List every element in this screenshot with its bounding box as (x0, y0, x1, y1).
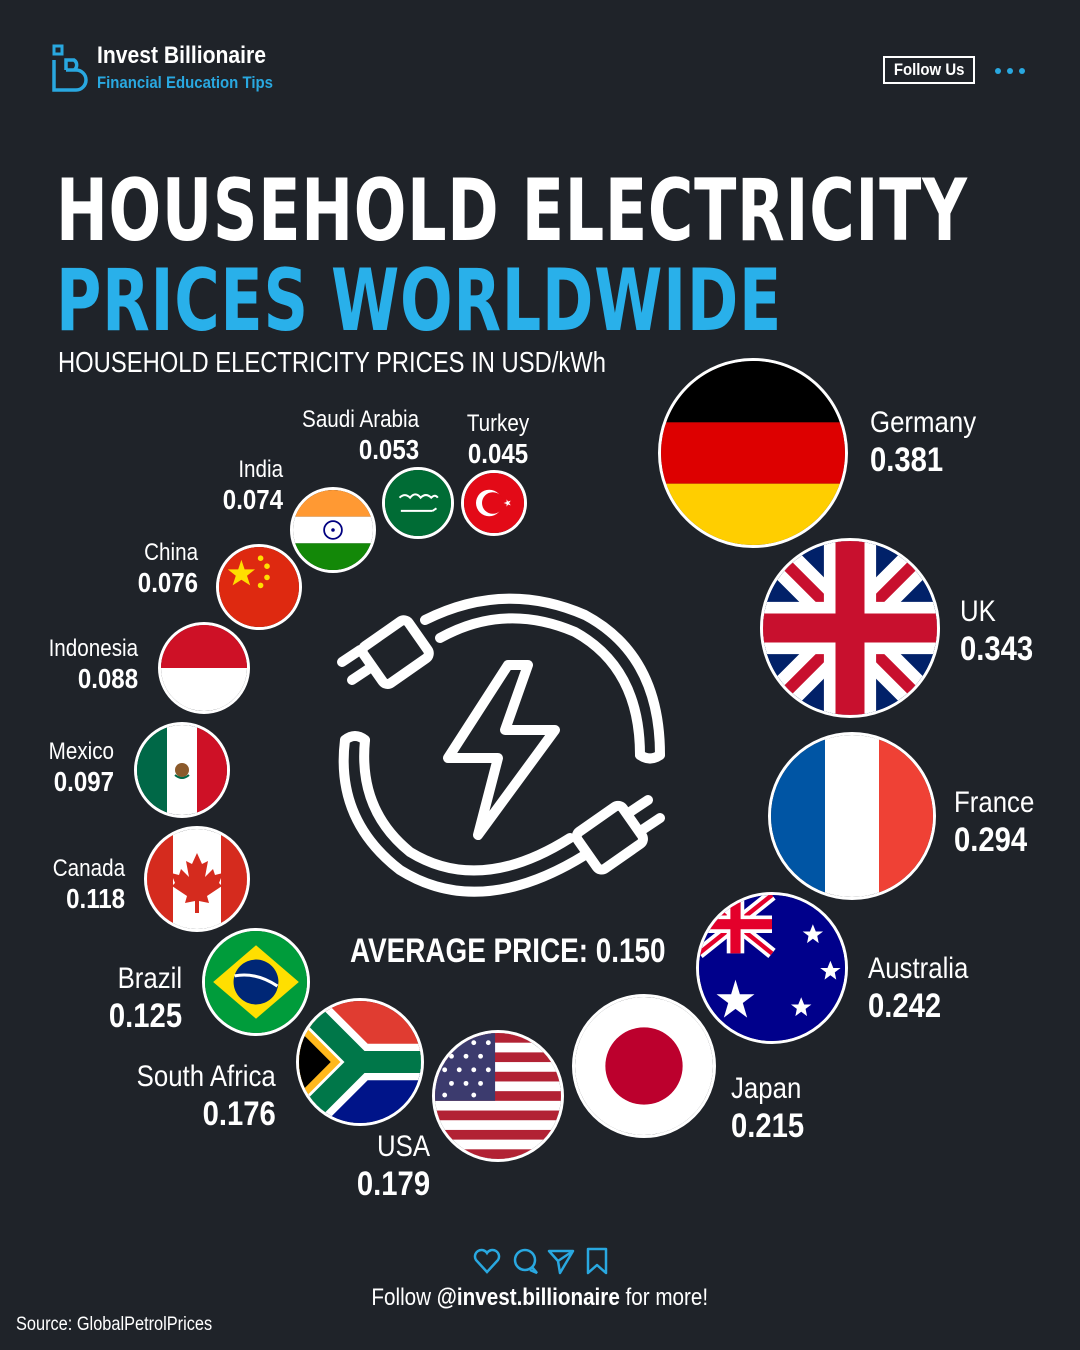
follow-suffix: for more! (620, 1284, 709, 1311)
saudi-arabia-flag-icon (382, 467, 454, 539)
label-uk: UK 0.343 (960, 595, 1033, 669)
follow-prefix: Follow (371, 1284, 438, 1311)
south-africa-flag-icon (296, 998, 424, 1126)
turkey-flag-icon (461, 470, 527, 536)
brand-name: Invest Billionaire (97, 42, 267, 69)
country-value: 0.242 (868, 986, 942, 1025)
usa-flag-icon (432, 1030, 564, 1162)
country-value: 0.176 (202, 1094, 276, 1133)
country-value: 0.381 (870, 440, 944, 479)
country-name: India (238, 456, 283, 483)
france-flag-icon (768, 732, 936, 900)
country-value: 0.125 (108, 996, 182, 1035)
label-saudi-arabia: Saudi Arabia 0.053 (302, 406, 419, 466)
country-name: USA (376, 1130, 430, 1163)
instagram-handle-link[interactable]: @invest.billionaire (437, 1284, 621, 1311)
label-japan: Japan 0.215 (731, 1072, 804, 1146)
country-value: 0.045 (467, 437, 529, 469)
more-dots-icon[interactable] (995, 68, 1027, 76)
china-flag-icon (216, 544, 302, 630)
label-canada: Canada 0.118 (53, 855, 125, 915)
country-value: 0.215 (731, 1106, 805, 1145)
bookmark-icon[interactable] (582, 1246, 612, 1276)
label-mexico: Mexico 0.097 (49, 738, 114, 798)
brand-logo-icon (52, 44, 88, 92)
headline-line-2: PRICES WORLDWIDE (56, 251, 783, 351)
country-value: 0.074 (222, 483, 283, 515)
country-name: South Africa (136, 1060, 276, 1093)
label-india: India 0.074 (223, 456, 283, 516)
india-flag-icon (290, 487, 376, 573)
germany-flag-icon (658, 358, 848, 548)
share-icon[interactable] (546, 1246, 576, 1276)
headline-line-1: HOUSEHOLD ELECTRICITY (56, 161, 968, 261)
australia-flag-icon (696, 892, 848, 1044)
label-china: China 0.076 (138, 539, 198, 599)
country-value: 0.179 (356, 1164, 430, 1203)
uk-flag-icon (760, 538, 940, 718)
heart-icon[interactable] (472, 1246, 502, 1276)
follow-cta: Follow @invest.billionaire for more! (0, 1284, 1080, 1312)
label-south-africa: South Africa 0.176 (137, 1060, 276, 1134)
brazil-flag-icon (202, 928, 310, 1036)
country-value: 0.343 (960, 629, 1034, 668)
country-name: Saudi Arabia (301, 406, 419, 433)
indonesia-flag-icon (158, 622, 250, 714)
label-brazil: Brazil 0.125 (109, 962, 182, 1036)
label-australia: Australia 0.242 (868, 952, 968, 1026)
canada-flag-icon (144, 826, 250, 932)
country-value: 0.088 (77, 662, 138, 694)
label-turkey: Turkey 0.045 (464, 410, 533, 470)
country-name: Turkey (466, 410, 530, 437)
social-actions (472, 1246, 612, 1278)
follow-us-button[interactable]: Follow Us (883, 56, 975, 84)
japan-flag-icon (572, 994, 716, 1138)
electric-plug-icon (337, 593, 665, 897)
country-name: China (144, 539, 198, 566)
country-name: Mexico (48, 738, 114, 765)
country-name: Japan (731, 1072, 802, 1105)
mexico-flag-icon (134, 722, 230, 818)
comment-icon[interactable] (510, 1246, 540, 1276)
follow-us-label: Follow Us (893, 60, 965, 79)
country-name: Australia (868, 952, 969, 985)
country-name: France (954, 786, 1035, 819)
country-value: 0.118 (66, 882, 125, 914)
country-value: 0.294 (954, 820, 1028, 859)
chart-subtitle: HOUSEHOLD ELECTRICITY PRICES IN USD/kWh (58, 347, 606, 379)
country-value: 0.053 (358, 433, 419, 465)
country-name: Brazil (117, 962, 182, 995)
country-name: Germany (870, 406, 977, 439)
country-name: Indonesia (48, 635, 138, 662)
country-name: Canada (52, 855, 125, 882)
brand-tagline: Financial Education Tips (97, 73, 273, 92)
country-value: 0.076 (137, 566, 198, 598)
label-france: France 0.294 (954, 786, 1034, 860)
average-price: AVERAGE PRICE: 0.150 (350, 932, 666, 970)
label-indonesia: Indonesia 0.088 (48, 635, 138, 695)
label-germany: Germany 0.381 (870, 406, 976, 480)
country-value: 0.097 (53, 765, 114, 797)
label-usa: USA 0.179 (357, 1130, 430, 1204)
country-name: UK (960, 595, 996, 628)
source-credit: Source: GlobalPetrolPrices (16, 1314, 213, 1335)
